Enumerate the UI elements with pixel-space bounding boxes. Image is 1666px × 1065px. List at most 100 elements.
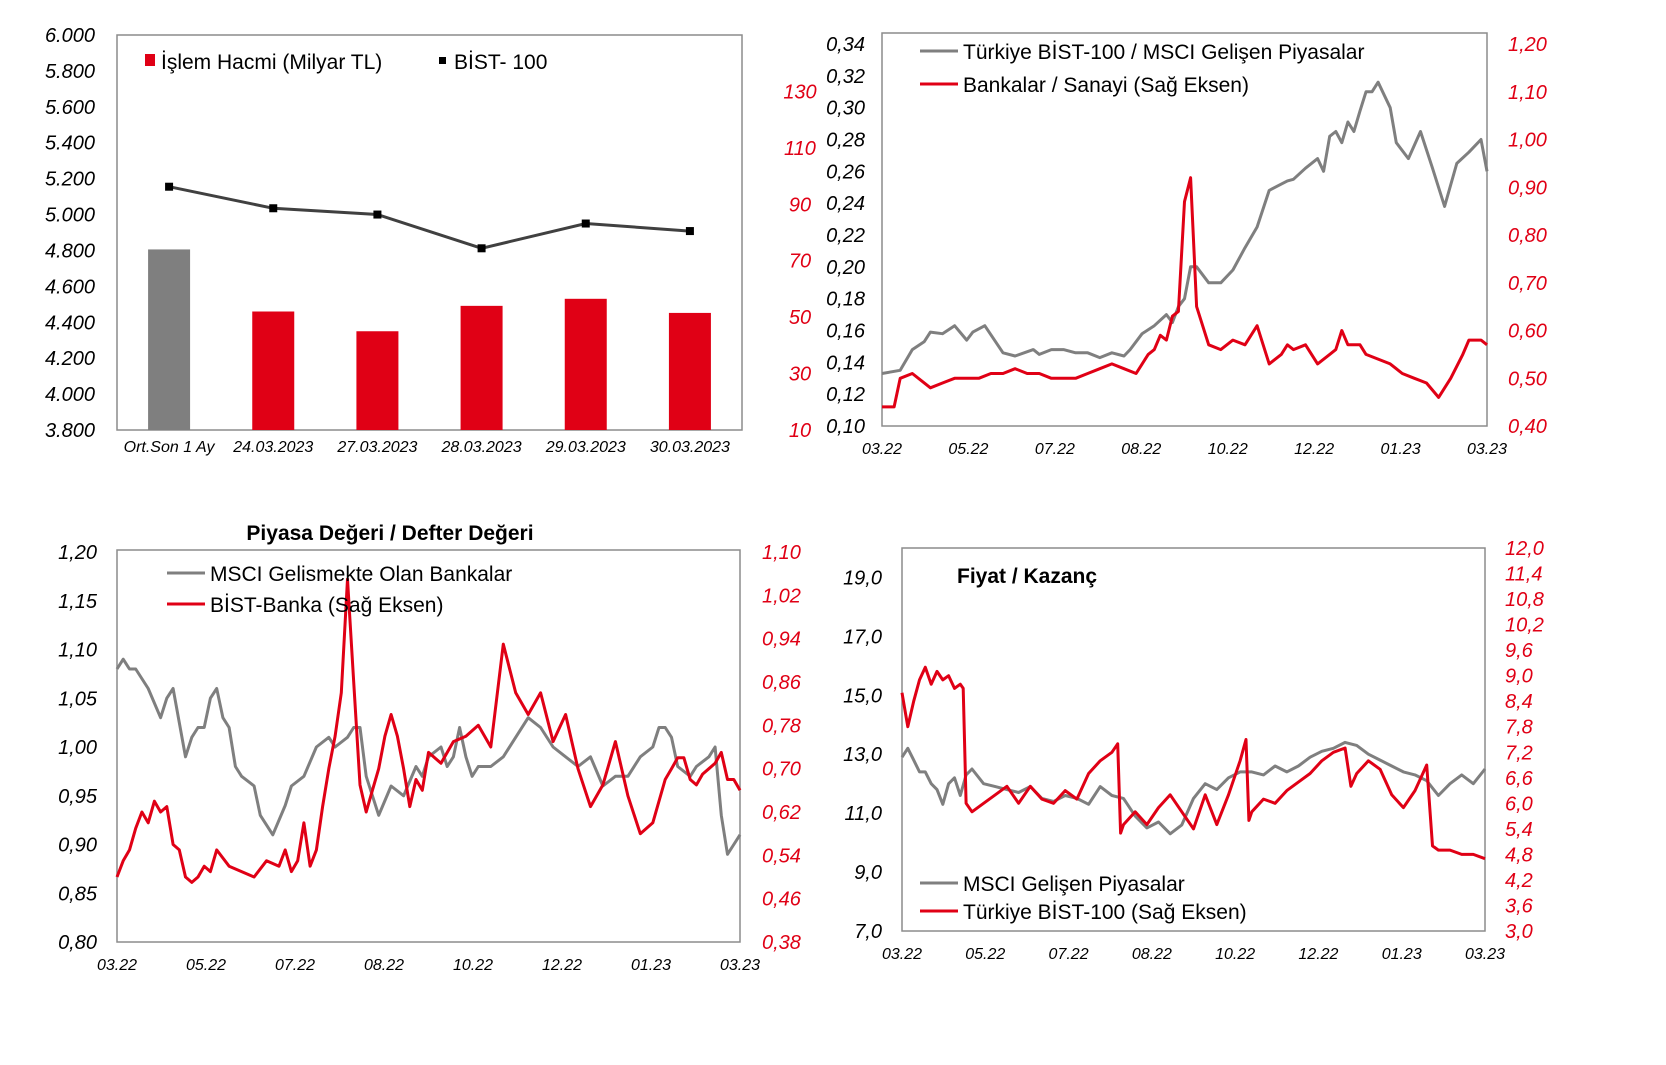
x-tick-label: 05.22 xyxy=(965,946,1005,963)
legend-swatch-volume xyxy=(145,54,155,66)
x-tick-label: 29.03.2023 xyxy=(545,439,626,456)
x-tick-label: 12.22 xyxy=(1298,946,1338,963)
y-tick-label-right: 30 xyxy=(789,364,811,386)
legend: İşlem Hacmi (Milyar TL) BİST- 100 xyxy=(145,51,547,74)
y-tick-label-left: 1,05 xyxy=(58,688,98,710)
y-tick-label-right: 0,70 xyxy=(762,759,801,781)
bar-5 xyxy=(668,312,711,430)
y-tick-label-right: 0,90 xyxy=(1508,177,1547,199)
bist100-marker-5 xyxy=(685,227,694,236)
y-tick-label-right: 6,0 xyxy=(1505,793,1533,815)
y-tick-label-right: 4,2 xyxy=(1505,870,1533,892)
y-tick-label-right: 0,50 xyxy=(1508,368,1547,390)
bist100-line xyxy=(168,185,691,250)
legend: MSCI Gelişen Piyasalar Türkiye BİST-100 … xyxy=(920,873,1247,924)
y-tick-label-right: 0,70 xyxy=(1508,273,1547,295)
legend-swatch-bist100 xyxy=(439,57,446,64)
y-tick-label-left: 0,30 xyxy=(826,98,865,120)
y-tick-label-right: 1,10 xyxy=(1508,82,1547,104)
y-tick-label-right: 7,8 xyxy=(1505,717,1533,739)
y-tick-label-right: 10,2 xyxy=(1505,615,1544,637)
bar-1 xyxy=(252,311,295,430)
y-tick-label-right: 0,38 xyxy=(762,932,801,954)
y-tick-label-left: 5.000 xyxy=(45,205,95,227)
y-tick-label-left: 4.600 xyxy=(45,276,95,298)
x-tick-label: 03.23 xyxy=(1467,441,1507,458)
relative-performance-chart: 0,34 0,32 0,30 0,28 0,26 0,24 0,22 0,20 0,18 0,16… xyxy=(820,0,1666,470)
legend-label-bist-bank: BİST-Banka (Sağ Eksen) xyxy=(210,594,443,617)
y-tick-label-right: 9,0 xyxy=(1505,666,1533,688)
y-tick-label-right: 10,8 xyxy=(1505,589,1544,611)
legend-label-bist100: BİST- 100 xyxy=(454,51,547,74)
y-tick-label-left: 4.200 xyxy=(45,348,95,370)
y-tick-label-right: 9,6 xyxy=(1505,640,1534,662)
x-tick-label: 12.22 xyxy=(1294,441,1334,458)
volume-chart: 6.000 5.800 5.600 5.400 5.200 5.000 4.800 4.600… xyxy=(0,0,820,470)
bist100-marker-3 xyxy=(477,244,486,253)
y-tick-label-left: 6.000 xyxy=(45,25,95,47)
y-tick-label-right: 0,46 xyxy=(762,889,802,911)
y-tick-label-left: 0,10 xyxy=(826,416,865,438)
y-tick-label-left: 0,22 xyxy=(826,225,865,247)
y-tick-label-left: 0,85 xyxy=(58,883,98,905)
x-tick-label: 03.22 xyxy=(882,946,922,963)
x-tick-label: 01.23 xyxy=(631,957,671,974)
y-tick-label-left: 13,0 xyxy=(843,744,882,766)
y-tick-label-left: 0,32 xyxy=(826,66,865,88)
y-tick-label-right: 3,0 xyxy=(1505,921,1533,943)
x-tick-label: 27.03.2023 xyxy=(336,439,417,456)
bist100-marker-0 xyxy=(165,182,174,191)
legend-label-msci-em: MSCI Gelişen Piyasalar xyxy=(963,873,1185,896)
y-tick-label-right: 4,8 xyxy=(1505,844,1533,866)
y-tick-label-left: 7,0 xyxy=(854,921,882,943)
legend-label-msci-banks: MSCI Gelismekte Olan Bankalar xyxy=(210,563,512,586)
x-tick-label: 10.22 xyxy=(453,957,493,974)
x-tick-label: 01.23 xyxy=(1382,946,1422,963)
y-tick-label-right: 1,10 xyxy=(762,542,801,564)
y-tick-label-left: 1,00 xyxy=(58,737,97,759)
x-tick-label: 05.22 xyxy=(186,957,226,974)
y-tick-label-left: 5.400 xyxy=(45,133,95,155)
legend-label-bist100-pe: Türkiye BİST-100 (Sağ Eksen) xyxy=(963,901,1247,924)
y-tick-label-right: 3,6 xyxy=(1505,895,1534,917)
y-tick-label-left: 0,90 xyxy=(58,835,97,857)
series-line-1 xyxy=(900,665,1486,861)
y-tick-label-right: 0,40 xyxy=(1508,416,1547,438)
bist100-marker-4 xyxy=(581,219,590,228)
y-tick-label-left: 19,0 xyxy=(843,567,882,589)
y-tick-label-right: 0,54 xyxy=(762,845,801,867)
y-tick-label-left: 0,95 xyxy=(58,786,98,808)
y-tick-label-left: 3.800 xyxy=(45,420,95,442)
plot-frame xyxy=(116,549,741,943)
y-tick-label-right: 0,62 xyxy=(762,802,801,824)
x-tick-label: 30.03.2023 xyxy=(650,439,730,456)
y-tick-label-left: 0,20 xyxy=(826,257,865,279)
y-tick-label-right: 10 xyxy=(789,420,811,442)
x-tick-label: 08.22 xyxy=(1121,441,1161,458)
y-tick-label-right: 130 xyxy=(783,81,816,103)
volume-chart-svg: 6.000 5.800 5.600 5.400 5.200 5.000 4.800 4.600… xyxy=(45,25,817,456)
plot-frame xyxy=(901,547,1486,932)
y-tick-label-left: 0,18 xyxy=(826,289,865,311)
y-tick-label-left: 5.600 xyxy=(45,97,95,119)
y-tick-label-right: 1,00 xyxy=(1508,130,1547,152)
x-tick-label: 07.22 xyxy=(275,957,315,974)
y-tick-label-left: 0,12 xyxy=(826,384,865,406)
x-tick-label: 03.22 xyxy=(97,957,137,974)
bar-3 xyxy=(460,305,503,430)
legend-label-volume: İşlem Hacmi (Milyar TL) xyxy=(161,51,382,74)
x-tick-label: 07.22 xyxy=(1049,946,1089,963)
x-tick-label: 08.22 xyxy=(1132,946,1172,963)
series-line-0 xyxy=(900,740,1487,836)
plot-frame xyxy=(116,34,743,431)
legend-label-bist-msci: Türkiye BİST-100 / MSCI Gelişen Piyasala… xyxy=(963,41,1364,64)
y-tick-label-right: 7,2 xyxy=(1505,742,1533,764)
bist100-marker-2 xyxy=(373,210,382,219)
y-tick-label-left: 0,80 xyxy=(58,932,97,954)
y-tick-label-left: 0,34 xyxy=(826,34,865,56)
y-tick-label-left: 4.000 xyxy=(45,384,95,406)
legend: Türkiye BİST-100 / MSCI Gelişen Piyasala… xyxy=(920,41,1364,97)
price-book-svg: Piyasa Değeri / Defter Değeri 1,20 1,15 1,… xyxy=(58,522,802,974)
x-tick-label: 05.22 xyxy=(948,441,988,458)
y-tick-label-right: 6,6 xyxy=(1505,768,1534,790)
